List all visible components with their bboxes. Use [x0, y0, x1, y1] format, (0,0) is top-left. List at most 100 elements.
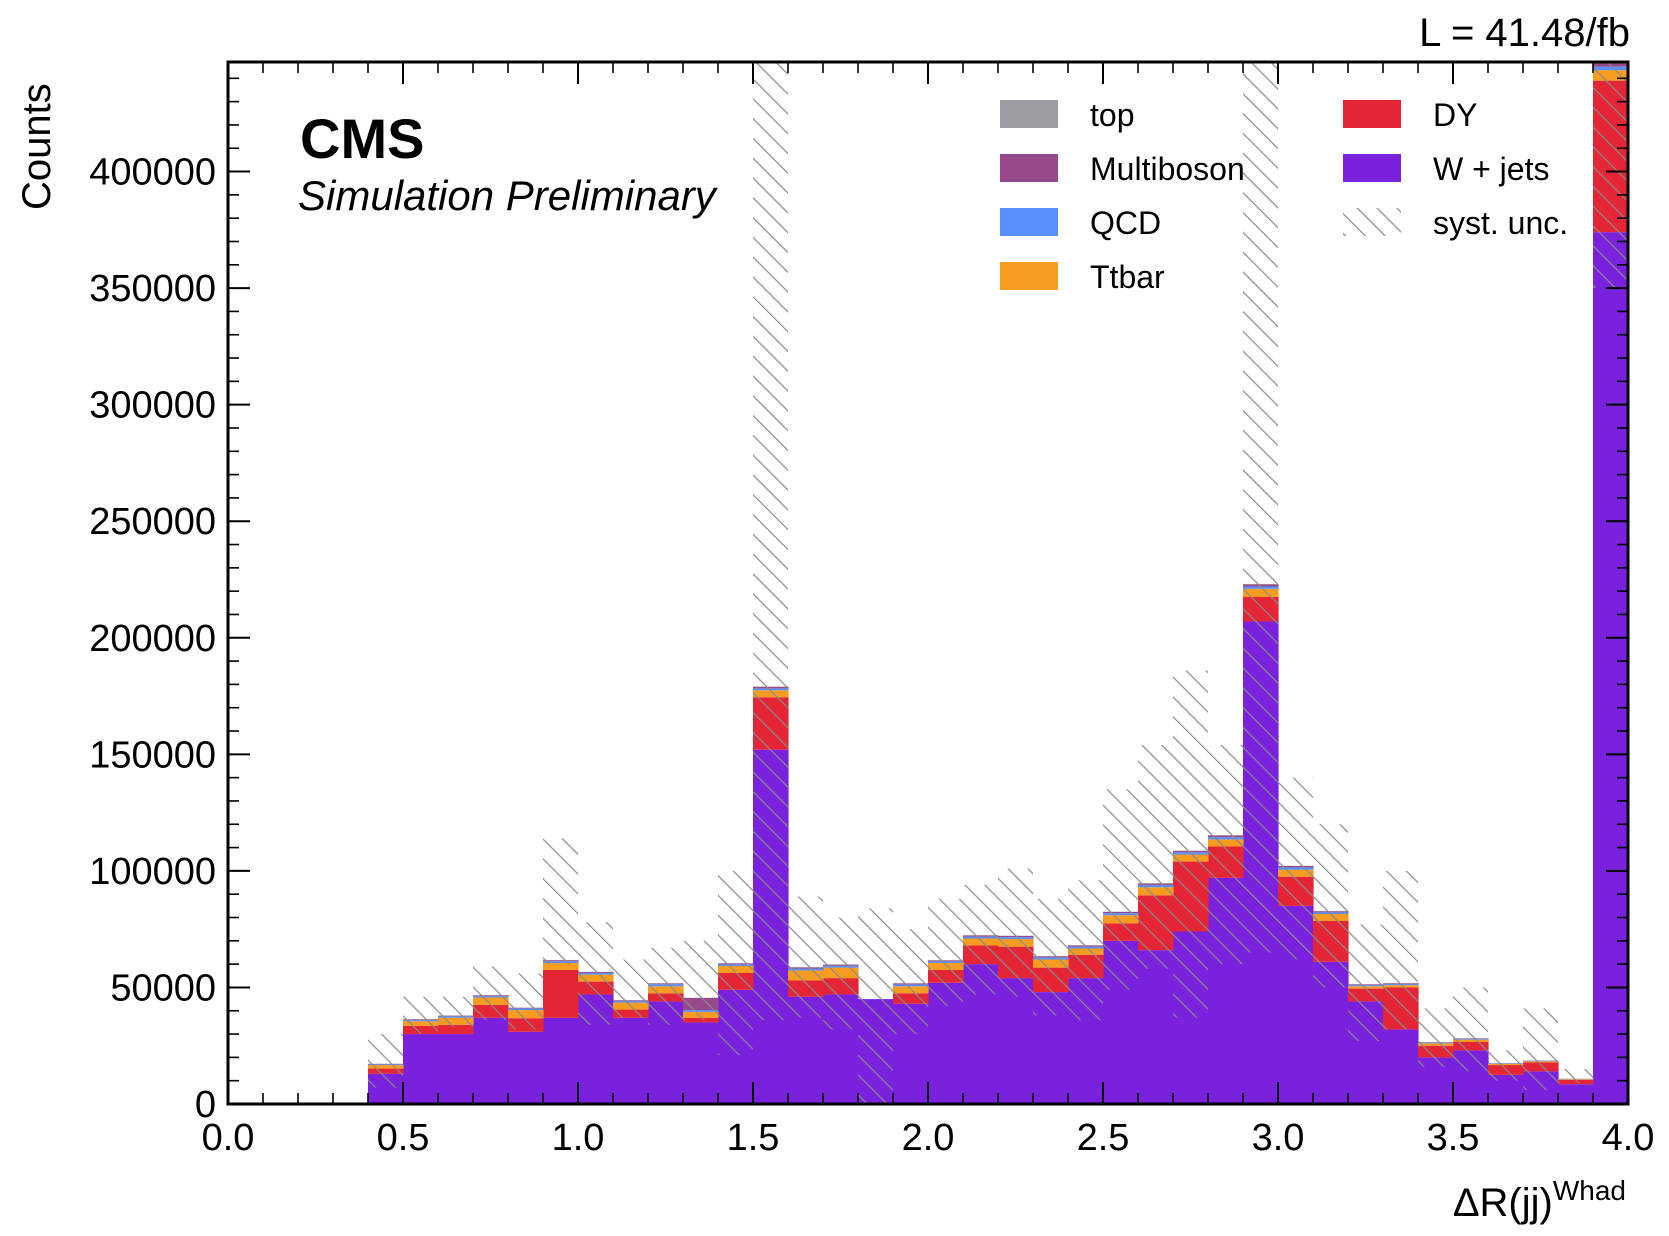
- y-tick-label: 250000: [89, 501, 216, 543]
- uncertainty-layer: [368, 62, 1628, 1104]
- legend-item-ttbar: Ttbar: [1000, 259, 1165, 295]
- legend-label-multiboson: Multiboson: [1090, 151, 1245, 187]
- legend-item-multiboson: Multiboson: [1000, 151, 1245, 187]
- y-tick-label: 400000: [89, 152, 216, 194]
- x-axis-title: ΔR(jj)Whad: [1453, 1175, 1626, 1225]
- x-axis-title-superscript: Whad: [1553, 1175, 1626, 1206]
- syst-unc-band-bin-29: [1243, 62, 1278, 953]
- syst-unc-band-bin-25: [1103, 789, 1138, 990]
- legend-label-top: top: [1090, 97, 1134, 133]
- syst-unc-band-bin-13: [683, 940, 718, 1021]
- syst-unc-band-bin-6: [438, 996, 473, 1028]
- legend-label-dy: DY: [1433, 97, 1477, 133]
- legend-item-qcd: QCD: [1000, 205, 1161, 241]
- legend-item-w-jets: W + jets: [1343, 151, 1549, 187]
- x-tick-label: 1.0: [552, 1117, 605, 1159]
- syst-unc-band-bin-30: [1278, 777, 1313, 960]
- bar-w-jets-bin-11: [613, 1017, 649, 1104]
- bar-w-jets-bin-33: [1383, 1029, 1419, 1104]
- syst-unc-band-bin-10: [578, 922, 613, 1025]
- syst-unc-band-bin-17: [823, 917, 858, 1030]
- y-tick-label: 300000: [89, 385, 216, 427]
- y-tick-label: 0: [195, 1084, 216, 1126]
- labels-layer: CMS Simulation Preliminary L = 41.48/fb …: [15, 11, 1630, 219]
- syst-unc-band-bin-26: [1138, 745, 1173, 969]
- syst-unc-band-bin-27: [1173, 670, 1208, 1018]
- bar-w-jets-bin-13: [683, 1022, 719, 1104]
- syst-unc-band-bin-4: [368, 1034, 403, 1088]
- syst-unc-band-bin-20: [928, 898, 963, 1007]
- syst-unc-band-bin-34: [1418, 1008, 1453, 1067]
- bar-ttbar-bin-9: [543, 962, 579, 970]
- y-tick-label: 100000: [89, 851, 216, 893]
- x-tick-label: 0.0: [202, 1117, 255, 1159]
- x-tick-label: 1.5: [727, 1117, 780, 1159]
- x-tick-label: 2.0: [902, 1117, 955, 1159]
- y-tick-label: 200000: [89, 618, 216, 660]
- bar-w-jets-bin-26: [1138, 950, 1174, 1104]
- syst-unc-band-bin-18: [858, 908, 893, 1104]
- syst-unc-band-bin-11: [613, 959, 648, 1018]
- legend-swatch-w-jets: [1343, 154, 1401, 182]
- legend-label-ttbar: Ttbar: [1090, 259, 1165, 295]
- legend-label-w-jets: W + jets: [1433, 151, 1549, 187]
- syst-unc-band-bin-9: [543, 838, 578, 965]
- syst-unc-band-bin-12: [648, 947, 683, 1025]
- syst-unc-band-bin-5: [403, 996, 438, 1035]
- syst-unc-band-bin-14: [718, 870, 753, 1056]
- y-tick-label: 350000: [89, 268, 216, 310]
- bar-w-jets-bin-9: [543, 1017, 579, 1104]
- legend-item-top: top: [1000, 97, 1134, 133]
- y-tick-label: 150000: [89, 734, 216, 776]
- syst-unc-band-bin-35: [1453, 987, 1488, 1072]
- legend-item-dy: DY: [1343, 97, 1477, 133]
- bar-w-jets-bin-7: [473, 1017, 509, 1104]
- bar-w-jets-bin-39: [1593, 232, 1629, 1104]
- syst-unc-band-bin-16: [788, 896, 823, 1018]
- syst-unc-band-bin-28: [1208, 745, 1243, 965]
- x-tick-label: 4.0: [1602, 1117, 1655, 1159]
- bar-dy-bin-9: [543, 969, 579, 1018]
- cms-subtitle: Simulation Preliminary: [298, 172, 719, 219]
- bar-dy-bin-6: [438, 1024, 474, 1035]
- axes-layer: 0.0 0.5 1.0 1.5 2.0 2.5 3.0 3.5 4.0 0 50000 100000 1…: [89, 60, 1655, 1225]
- bar-w-jets-bin-6: [438, 1034, 474, 1104]
- syst-unc-band-bin-38: [1558, 1069, 1593, 1084]
- x-tick-label: 0.5: [377, 1117, 430, 1159]
- syst-unc-band-bin-37: [1523, 1008, 1558, 1091]
- legend-swatch-dy: [1343, 100, 1401, 128]
- y-tick-label: 50000: [110, 967, 216, 1009]
- legend-swatch-qcd: [1000, 208, 1058, 236]
- cms-label: CMS: [300, 107, 424, 170]
- legend-swatch-top: [1000, 100, 1058, 128]
- syst-unc-band-bin-39: [1593, 62, 1628, 289]
- syst-unc-band-bin-36: [1488, 1050, 1523, 1081]
- syst-unc-band-bin-19: [893, 929, 928, 1035]
- syst-unc-band-bin-8: [508, 973, 543, 1030]
- x-tick-label: 2.5: [1077, 1117, 1130, 1159]
- bar-w-jets-bin-5: [403, 1034, 439, 1104]
- bar-dy-bin-13: [683, 1017, 719, 1023]
- bar-w-jets-bin-38: [1558, 1084, 1594, 1104]
- legend: top Multiboson QCD Ttbar DY W + jets syst. unc…: [1000, 97, 1568, 295]
- legend-swatch-multiboson: [1000, 154, 1058, 182]
- x-tick-label: 3.0: [1252, 1117, 1305, 1159]
- x-axis-title-main: ΔR(jj): [1453, 1181, 1553, 1225]
- legend-swatch-ttbar: [1000, 262, 1058, 290]
- syst-unc-band-bin-32: [1348, 924, 1383, 1042]
- syst-unc-band-bin-33: [1383, 870, 1418, 1030]
- bar-w-jets-bin-8: [508, 1031, 544, 1104]
- y-axis-title: Counts: [15, 83, 59, 210]
- syst-unc-band-bin-15: [753, 62, 788, 1021]
- bar-w-jets-bin-22: [998, 978, 1034, 1104]
- syst-unc-band-bin-22: [998, 868, 1033, 997]
- syst-unc-band-bin-23: [1033, 898, 1068, 1016]
- legend-label-syst-unc: syst. unc.: [1433, 205, 1568, 241]
- syst-unc-band-bin-31: [1313, 824, 1348, 988]
- syst-unc-band-bin-24: [1068, 880, 1103, 1021]
- legend-label-qcd: QCD: [1090, 205, 1161, 241]
- luminosity-label: L = 41.48/fb: [1419, 11, 1630, 55]
- syst-unc-band-bin-7: [473, 966, 508, 1021]
